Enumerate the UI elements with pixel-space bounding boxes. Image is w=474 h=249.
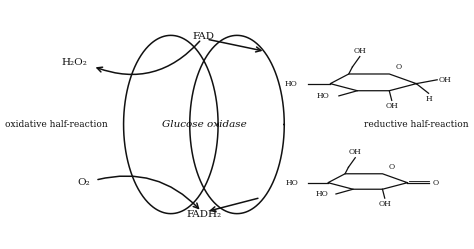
Text: O: O [395,63,401,71]
Text: OH: OH [354,47,366,55]
Text: FAD: FAD [193,32,215,41]
Text: OH: OH [385,102,398,110]
Text: OH: OH [438,76,451,84]
Text: H₂O₂: H₂O₂ [61,58,87,67]
Text: H: H [425,95,432,103]
Text: oxidative half-reaction: oxidative half-reaction [5,120,108,129]
Text: HO: HO [316,190,328,198]
Text: O₂: O₂ [77,178,90,187]
Text: O: O [432,179,438,187]
Text: HO: HO [285,80,298,88]
Text: OH: OH [349,148,362,156]
Text: HO: HO [286,179,299,187]
Text: O: O [388,163,394,171]
Text: Glucose oxidase: Glucose oxidase [162,120,246,129]
Text: reductive half-reaction: reductive half-reaction [364,120,469,129]
Text: FADH₂: FADH₂ [186,210,221,219]
Text: OH: OH [378,200,391,208]
Text: HO: HO [317,92,329,100]
